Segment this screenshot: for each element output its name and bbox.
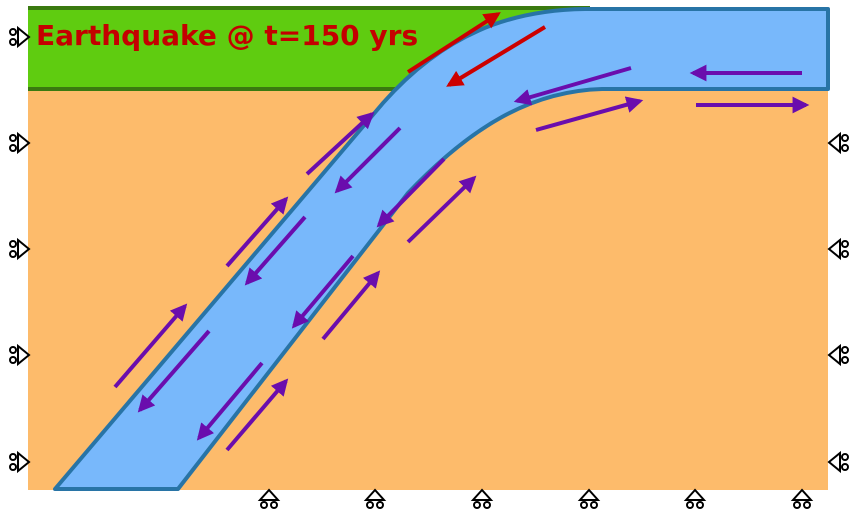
bottom-roller-support-icon (683, 488, 707, 509)
bottom-roller-support-icon (790, 488, 814, 509)
arrow-slab-down-1 (334, 126, 402, 194)
arrow-mantle-up-3 (225, 378, 289, 452)
coseismic-arrow-down (446, 25, 547, 87)
diagram-title: Earthquake @ t=150 yrs (36, 19, 418, 52)
right-roller-support-icon (827, 450, 849, 474)
arrow-slab-down-3 (244, 215, 307, 286)
left-roller-support-icon (9, 343, 31, 367)
coseismic-arrows (406, 12, 547, 87)
left-roller-support-icon (9, 25, 31, 49)
left-roller-support-icon (9, 131, 31, 155)
arrow-slab-down-4 (291, 254, 355, 329)
arrow-slab-down-6 (196, 361, 264, 441)
arrow-slab-down-5 (137, 329, 211, 413)
bottom-roller-support-icon (577, 488, 601, 509)
arrow-crust-up-2 (225, 196, 289, 268)
bottom-roller-support-icon (470, 488, 494, 509)
arrow-bend-slab (513, 66, 632, 106)
bottom-roller-support-icon (363, 488, 387, 509)
arrow-crust-up-1 (305, 111, 375, 176)
arrow-mantle-up-1 (406, 175, 477, 244)
coseismic-arrow-up (406, 12, 501, 74)
right-roller-support-icon (827, 131, 849, 155)
left-roller-support-icon (9, 450, 31, 474)
boundary-supports (9, 25, 849, 509)
bottom-roller-support-icon (257, 488, 281, 509)
arrow-slab-down-2 (376, 157, 446, 228)
left-roller-support-icon (9, 237, 31, 261)
arrow-crust-up-3 (113, 303, 188, 389)
arrow-bend-mantle (535, 96, 644, 132)
arrow-mantle-up-2 (321, 270, 381, 341)
right-roller-support-icon (827, 343, 849, 367)
right-roller-support-icon (827, 237, 849, 261)
interseismic-arrows (113, 64, 810, 452)
